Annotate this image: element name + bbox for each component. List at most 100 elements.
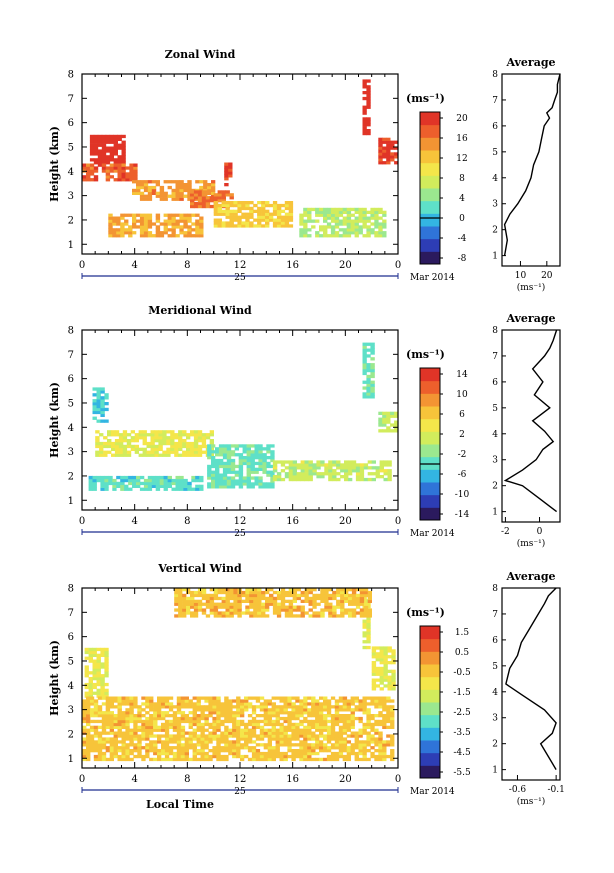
heatmap-cell bbox=[319, 728, 324, 732]
heatmap-cell bbox=[350, 702, 355, 706]
heatmap-cell bbox=[312, 588, 317, 592]
heatmap-cell bbox=[342, 228, 347, 232]
heatmap-cell bbox=[276, 209, 282, 213]
heatmap-cell bbox=[200, 711, 205, 715]
heatmap-cell bbox=[84, 674, 89, 678]
heatmap-cell bbox=[249, 221, 254, 225]
heatmap-cell bbox=[201, 450, 207, 454]
heatmap-cell bbox=[113, 743, 118, 747]
heatmap-cell bbox=[382, 423, 387, 427]
heatmap-cell bbox=[212, 708, 217, 712]
heatmap-cell bbox=[211, 188, 216, 193]
heatmap-cell bbox=[359, 611, 365, 615]
heatmap-cell bbox=[269, 602, 274, 606]
heatmap-cell bbox=[93, 749, 99, 753]
heatmap-cell bbox=[366, 219, 371, 223]
heatmap-cell bbox=[241, 203, 246, 208]
heatmap-cell bbox=[107, 433, 112, 437]
heatmap-cell bbox=[295, 749, 300, 753]
heatmap-cell bbox=[174, 444, 179, 449]
heatmap-cell bbox=[351, 611, 357, 615]
heatmap-cell bbox=[108, 213, 113, 217]
heatmap-cell bbox=[211, 461, 216, 466]
heatmap-cell bbox=[311, 711, 316, 715]
avg-x-unit: (ms⁻¹) bbox=[517, 538, 546, 549]
heatmap-cell bbox=[101, 146, 107, 150]
heatmap-cell bbox=[299, 746, 304, 750]
heatmap-cell bbox=[133, 714, 138, 718]
heatmap-cell bbox=[362, 731, 367, 735]
heatmap-cell bbox=[279, 722, 284, 727]
heatmap-cell bbox=[96, 396, 101, 400]
heatmap-cell bbox=[125, 751, 130, 756]
heatmap-cell bbox=[183, 216, 188, 220]
heatmap-cell bbox=[323, 231, 328, 235]
heatmap-cell bbox=[139, 231, 145, 235]
heatmap-cell bbox=[247, 749, 253, 753]
heatmap-cell bbox=[118, 450, 124, 454]
heatmap-cell bbox=[362, 219, 367, 223]
heatmap-cell bbox=[112, 234, 117, 238]
heatmap-cell bbox=[186, 447, 191, 451]
heatmap-cell bbox=[89, 734, 95, 738]
heatmap-cell bbox=[238, 476, 244, 480]
heatmap-cell bbox=[201, 436, 207, 440]
heatmap-cell bbox=[149, 731, 154, 735]
heatmap-cell bbox=[382, 149, 387, 153]
heatmap-cell bbox=[304, 466, 309, 470]
heatmap-cell bbox=[105, 134, 111, 139]
heatmap-cell bbox=[182, 608, 187, 612]
heatmap-cell bbox=[101, 716, 107, 721]
heatmap-cell bbox=[270, 485, 275, 489]
heatmap-cell bbox=[259, 743, 265, 747]
heatmap-cell bbox=[179, 219, 184, 223]
heatmap-cell bbox=[208, 714, 213, 718]
heatmap-cell bbox=[334, 716, 340, 721]
heatmap-cell bbox=[328, 460, 333, 464]
heatmap-cell bbox=[164, 696, 170, 700]
heatmap-cell bbox=[137, 719, 142, 724]
heatmap-cell bbox=[164, 702, 170, 706]
heatmap-cell bbox=[370, 725, 375, 729]
heatmap-cell bbox=[133, 737, 138, 741]
heatmap-cell bbox=[390, 699, 395, 703]
heatmap-cell bbox=[334, 734, 340, 738]
heatmap-cell bbox=[276, 593, 282, 598]
heatmap-cell bbox=[200, 696, 205, 700]
heatmap-cell bbox=[350, 219, 355, 223]
heatmap-cell bbox=[251, 722, 257, 727]
heatmap-cell bbox=[334, 219, 340, 223]
heatmap-cell bbox=[193, 204, 199, 209]
heatmap-cell bbox=[97, 749, 103, 753]
heatmap-cell bbox=[225, 614, 230, 618]
heatmap-cell bbox=[117, 146, 122, 150]
heatmap-cell bbox=[374, 219, 379, 223]
heatmap-cell bbox=[96, 404, 101, 409]
heatmap-cell bbox=[105, 737, 111, 741]
heatmap-cell bbox=[109, 155, 114, 159]
heatmap-cell bbox=[387, 469, 392, 473]
heatmap-cell bbox=[358, 746, 363, 750]
heatmap-cell bbox=[276, 475, 282, 479]
heatmap-cell bbox=[109, 696, 114, 700]
heatmap-cell bbox=[201, 204, 207, 209]
heatmap-cell bbox=[204, 734, 209, 738]
heatmap-cell bbox=[246, 461, 251, 466]
heatmap-cell bbox=[255, 734, 261, 738]
heatmap-cell bbox=[124, 478, 129, 483]
heatmap-cell bbox=[303, 696, 308, 700]
heatmap-cell bbox=[362, 351, 367, 355]
heatmap-cell bbox=[147, 216, 153, 220]
heatmap-cell bbox=[89, 137, 95, 141]
avg-x-tick-label: 20 bbox=[541, 271, 553, 281]
heatmap-cell bbox=[379, 666, 384, 671]
heatmap-cell bbox=[261, 593, 266, 598]
heatmap-cell bbox=[100, 665, 105, 669]
heatmap-cell bbox=[328, 611, 333, 615]
heatmap-cell bbox=[220, 711, 225, 715]
heatmap-cell bbox=[363, 588, 369, 592]
heatmap-cell bbox=[363, 602, 369, 606]
heatmap-cell bbox=[184, 696, 189, 700]
heatmap-cell bbox=[249, 206, 254, 211]
heatmap-cell bbox=[272, 611, 278, 615]
